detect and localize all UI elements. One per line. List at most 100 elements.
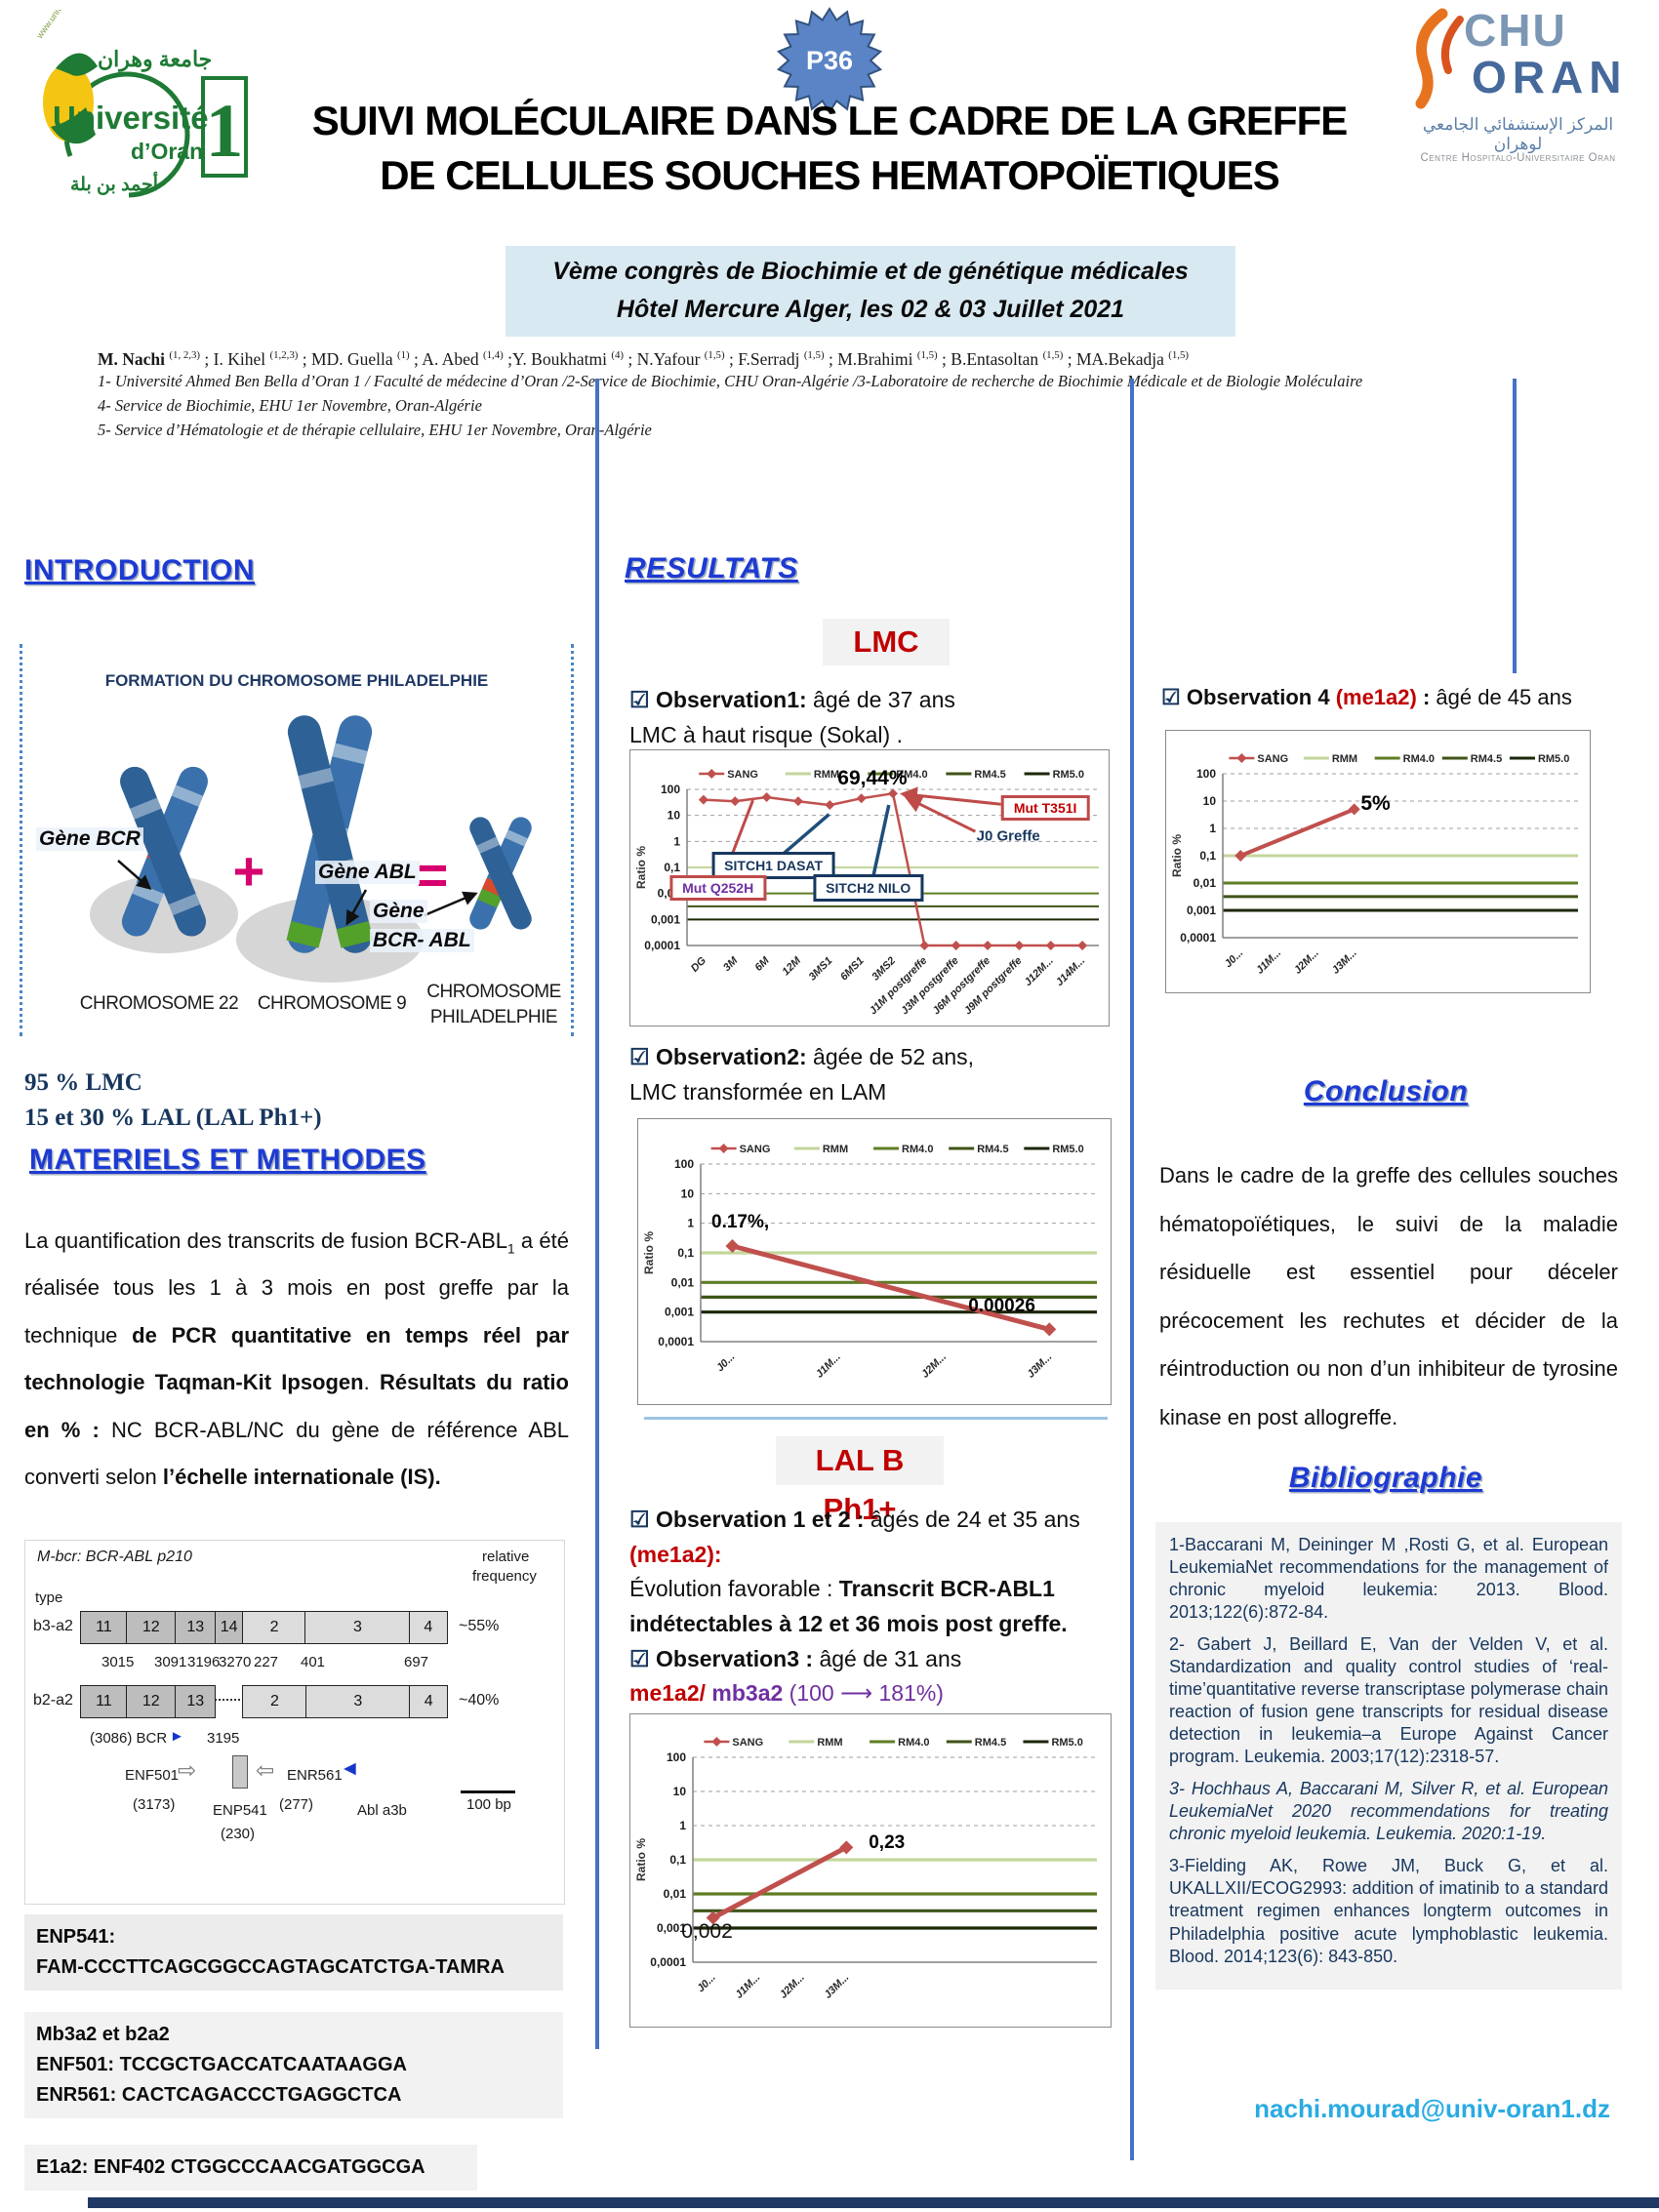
authors-block: M. Nachi (1, 2,3) ; I. Kihel (1,2,3) ; M… [98, 349, 1552, 442]
text-run: âgée de 52 ans, [806, 1044, 975, 1069]
svg-text:10: 10 [673, 1785, 687, 1798]
text-run: (1,5) [704, 349, 725, 362]
chart-annotation: 69,44% [837, 766, 908, 789]
column-separator-right [1130, 379, 1134, 2160]
column-separator-short [1513, 379, 1517, 673]
exon-bar: 11 12 13 [80, 1685, 217, 1718]
chart-annotation: 0,002 [681, 1919, 733, 1943]
text-run: âgé de 37 ans [806, 687, 955, 712]
text-run: (4) [611, 349, 624, 362]
svg-text:RMM: RMM [1332, 753, 1357, 765]
text-run: . [363, 1370, 380, 1395]
chu-arabic-text: المركز الإستشفائي الجامعي لوهران [1422, 115, 1614, 153]
equals-sign: = [417, 844, 449, 905]
text-run: ; MA.Bekadja [1063, 349, 1169, 369]
results-heading: RESULTATS [625, 552, 798, 584]
svg-text:RM5.0: RM5.0 [1052, 1144, 1083, 1155]
affiliation-line: 5- Service d’Hématologie et de thérapie … [98, 420, 652, 439]
svg-text:RM4.5: RM4.5 [977, 1144, 1008, 1155]
congress-banner: Vème congrès de Biochimie et de génétiqu… [506, 246, 1235, 337]
text-line: (me1a2): [629, 1538, 1127, 1573]
text-run: (1,5) [1168, 349, 1190, 362]
text-line: ☑ Observation2: âgée de 52 ans, [629, 1040, 1122, 1075]
lmc-section-label: LMC [823, 619, 950, 665]
oran-text: ORAN [1472, 52, 1628, 102]
svg-text:10: 10 [1203, 794, 1217, 808]
text-run: ☑ [629, 1507, 657, 1532]
plus-sign: + [233, 840, 265, 902]
text-run: (1,5) [1042, 349, 1064, 362]
text-run: (me1a2) [1335, 685, 1417, 709]
text-run: ⟶ [840, 1680, 873, 1707]
chart-annotation: SITCH2 NILO [813, 873, 924, 902]
text-line: LMC transformée en LAM [629, 1075, 1122, 1110]
svg-text:0,1: 0,1 [664, 861, 680, 874]
university-oran-logo: 1 www.univ-oran.dz جامعة وهران Universit… [12, 0, 256, 215]
section-divider [644, 1417, 1108, 1420]
exon-cell: 3 [304, 1685, 411, 1718]
exon-cell: 12 [125, 1685, 177, 1718]
diagram-label: ~55% [459, 1618, 500, 1634]
chart-observation4: 100 10 1 0,1 0,01 0,001 0,0001 J0... J1M... J2M..… [1165, 730, 1591, 993]
logo-arabic-bottom: أحمد بن بلة [70, 175, 159, 195]
text-run: Transcrit BCR-ABL1 [838, 1576, 1055, 1602]
diagram-label: (3086) BCR [90, 1730, 168, 1747]
conclusion-heading: Conclusion [1303, 1075, 1469, 1107]
exon-cell: 13 [175, 1685, 217, 1718]
text-run: me1a2/ [629, 1680, 707, 1707]
text-line: indétectables à 12 et 36 mois post greff… [629, 1607, 1127, 1642]
text-run: La quantification des transcrits de fusi… [24, 1228, 508, 1253]
primer-line: ENF501: TCCGCTGACCATCAATAAGGA [36, 2054, 407, 2075]
svg-text:RMM: RMM [823, 1144, 848, 1155]
diagram-label: 3195 [207, 1730, 240, 1747]
text-run: (1,5) [916, 349, 938, 362]
svg-text:Ratio %: Ratio % [634, 1838, 648, 1881]
text-run: âgé de 31 ans [813, 1645, 962, 1671]
primer-line: ENP541: [36, 1926, 116, 1948]
logo-university-text: Université [53, 100, 209, 136]
diagram-label: b3-a2 [33, 1618, 73, 1634]
congress-line2: Hôtel Mercure Alger, les 02 & 03 Juillet… [616, 295, 1125, 323]
text-line: ☑ Observation3 : âgé de 31 ans [629, 1642, 1127, 1677]
diagram-label: 100 bp [466, 1796, 511, 1813]
bibliography-item: 2- Gabert J, Beillard E, Van der Velden … [1169, 1634, 1608, 1767]
svg-text:0,0001: 0,0001 [650, 1955, 686, 1969]
footer-bar [88, 2197, 1659, 2208]
chromosome-9-caption: CHROMOSOME 9 [257, 993, 407, 1014]
affiliations: 1- Université Ahmed Ben Bella d’Oran 1 /… [98, 370, 1552, 442]
gene-bcr-abl-label-2: BCR- ABL [370, 929, 474, 952]
text-run: Observation3 : [656, 1645, 814, 1671]
exon-cell: 11 [80, 1611, 128, 1644]
svg-text:0,0001: 0,0001 [1180, 931, 1216, 945]
bibliography-item: 3- Hochhaus A, Baccarani M, Silver R, et… [1169, 1779, 1608, 1844]
arrow-icon: ⇨ [178, 1757, 197, 1783]
text-run: Observation1: [656, 687, 807, 712]
probe-box [232, 1755, 248, 1789]
exon-bar: 11 12 13 14 2 3 4 [80, 1611, 448, 1644]
svg-text:1: 1 [206, 88, 244, 173]
diagram-label: relative [482, 1548, 530, 1565]
text-run: (1,4) [483, 349, 504, 362]
text-run: âgés de 24 et 35 ans [870, 1507, 1080, 1532]
contact-email-link[interactable]: nachi.mourad@univ-oran1.dz [1254, 2094, 1610, 2123]
text-run: : [1416, 685, 1431, 709]
arrow-icon: ⇦ [256, 1757, 275, 1783]
badge-label: P36 [806, 46, 853, 75]
text-run: ; N.Yafour [623, 349, 705, 369]
text-line: LMC à haut risque (Sokal) . [629, 718, 1122, 753]
diagram-label: 697 [404, 1654, 429, 1670]
text-run: ; I. Kihel [200, 349, 270, 369]
exon-cell: 14 [214, 1611, 244, 1644]
text-run: indétectables à 12 et 36 mois post greff… [629, 1610, 1068, 1636]
exon-cell: 11 [80, 1685, 128, 1718]
svg-text:RM5.0: RM5.0 [1538, 753, 1569, 765]
diagram-label: ENP541 [213, 1802, 267, 1819]
bibliography-box: 1-Baccarani M, Deininger M ,Rosti G, et … [1155, 1522, 1622, 1990]
svg-text:SANG: SANG [732, 1737, 763, 1749]
chart-annotation: 0.00026 [968, 1295, 1035, 1316]
exon-cell: 2 [242, 1685, 307, 1718]
primer-line: ENR561: CACTCAGACCCTGAGGCTCA [36, 2084, 402, 2106]
svg-text:0,1: 0,1 [669, 1853, 686, 1867]
